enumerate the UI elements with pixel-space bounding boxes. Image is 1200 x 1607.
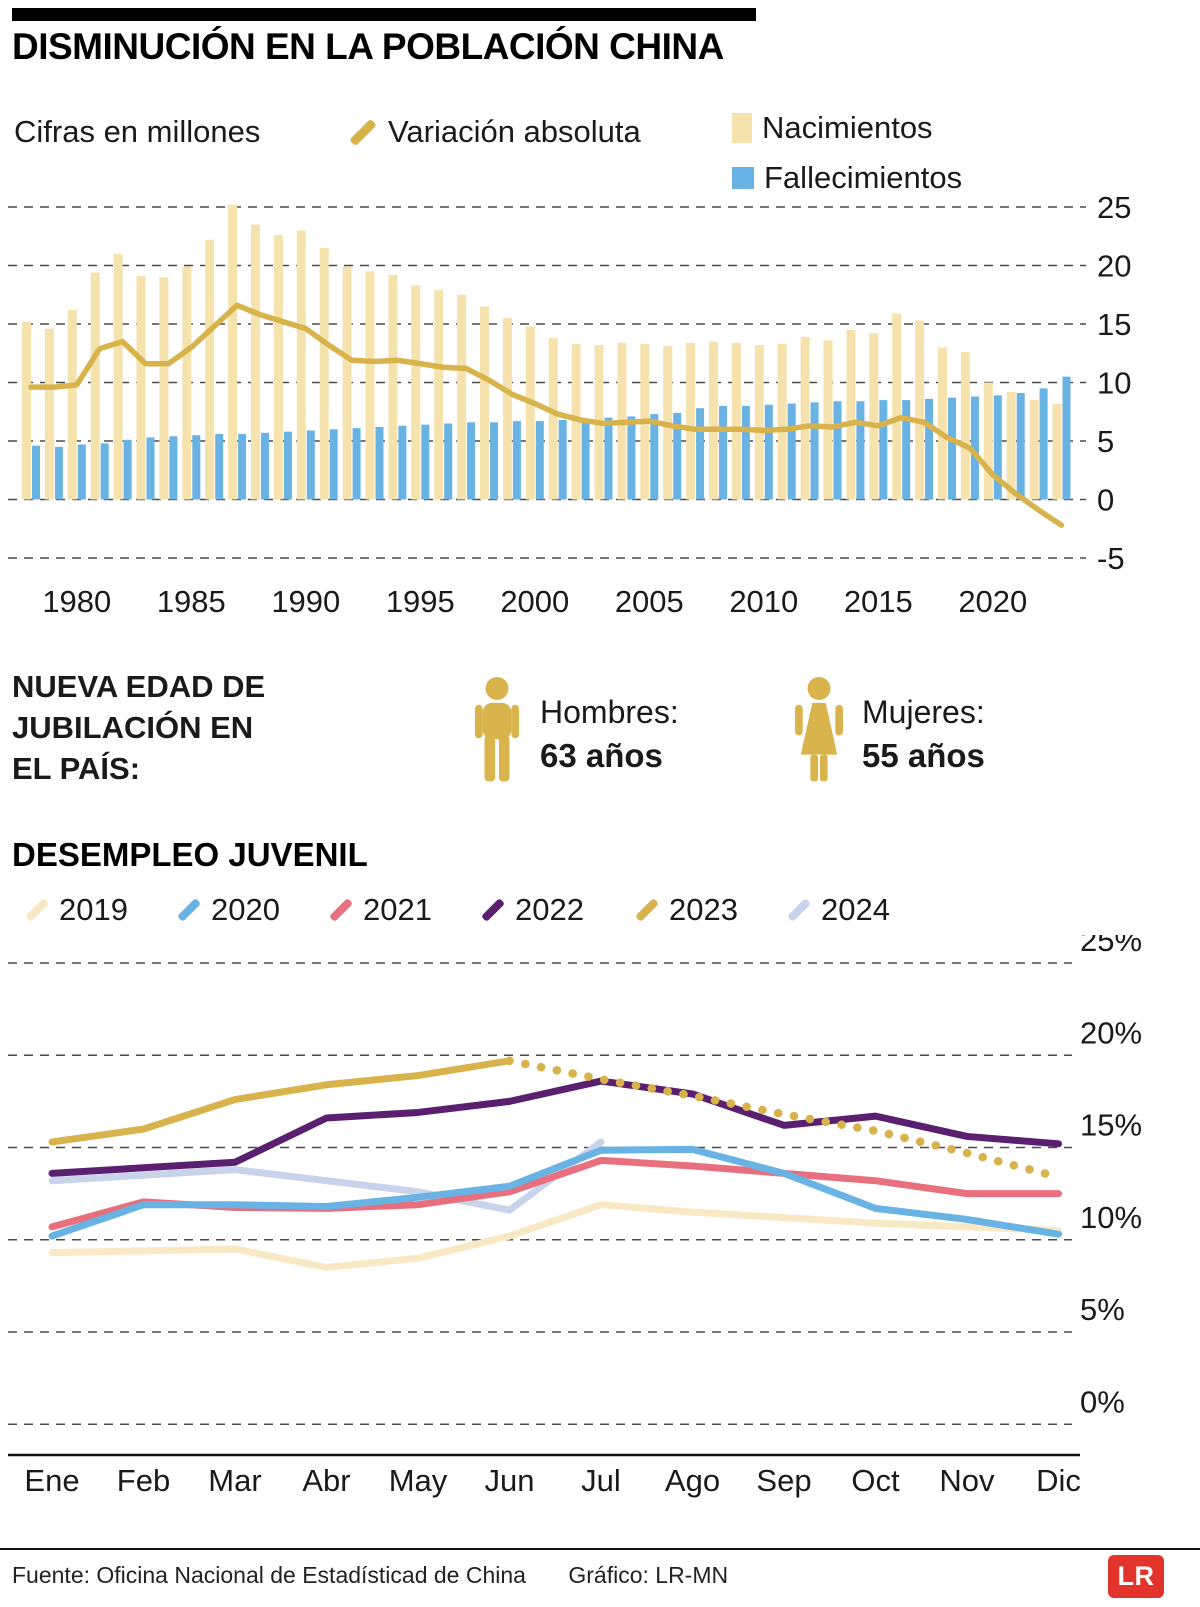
svg-text:Dic: Dic xyxy=(1036,1463,1081,1498)
svg-text:15: 15 xyxy=(1097,307,1131,342)
women-label: Mujeres: xyxy=(862,693,985,730)
svg-text:2000: 2000 xyxy=(500,584,569,619)
deaths-bar-swatch-icon xyxy=(732,167,754,189)
lr-logo: LR xyxy=(1108,1555,1164,1598)
svg-text:1980: 1980 xyxy=(42,584,111,619)
youth-unemployment-line-chart: 25% 20% 15% 10% 5% 0% Ene Feb Mar Abr May Jun Jul Ago… xyxy=(8,935,1142,1498)
footer: Fuente: Oficina Nacional de Estadísticad… xyxy=(12,1562,728,1589)
retirement-section: NUEVA EDAD DE JUBILACIÓN EN EL PAÍS: Hom… xyxy=(0,652,1200,822)
line-swatch-2022-icon xyxy=(480,897,506,923)
line-swatch-2019-icon xyxy=(24,897,50,923)
legend-item-2024: 2024 xyxy=(786,892,890,928)
retirement-title: NUEVA EDAD DE JUBILACIÓN EN EL PAÍS: xyxy=(12,669,266,786)
svg-text:Abr: Abr xyxy=(302,1463,350,1498)
svg-text:25: 25 xyxy=(1097,192,1131,225)
main-title: DISMINUCIÓN EN LA POBLACIÓN CHINA xyxy=(12,26,724,67)
legend-item-fallecimientos: Fallecimientos xyxy=(732,160,962,196)
line-swatch-2020-icon xyxy=(176,897,202,923)
svg-text:Mar: Mar xyxy=(208,1463,261,1498)
svg-text:10%: 10% xyxy=(1080,1200,1142,1235)
legend-item-2023: 2023 xyxy=(634,892,738,928)
svg-text:25%: 25% xyxy=(1080,935,1142,958)
retirement-men: Hombres: 63 años xyxy=(468,676,679,791)
men-label: Hombres: xyxy=(540,693,679,730)
svg-text:2020: 2020 xyxy=(958,584,1027,619)
svg-text:Ago: Ago xyxy=(665,1463,720,1498)
svg-text:Jul: Jul xyxy=(581,1463,621,1498)
population-chart-legend: Cifras en millones Variación absoluta Na… xyxy=(0,106,1200,201)
legend-item-2020: 2020 xyxy=(176,892,280,928)
svg-text:5: 5 xyxy=(1097,424,1114,459)
credit-text: Gráfico: LR-MN xyxy=(568,1562,729,1588)
unemployment-title: DESEMPLEO JUVENIL xyxy=(12,836,368,873)
svg-text:Jun: Jun xyxy=(485,1463,535,1498)
footer-divider xyxy=(0,1548,1200,1550)
svg-text:Nov: Nov xyxy=(939,1463,995,1498)
svg-text:1985: 1985 xyxy=(157,584,226,619)
women-age: 55 años xyxy=(862,736,985,774)
retirement-women-text: Mujeres: 55 años xyxy=(862,690,985,778)
gold-line-swatch-icon xyxy=(349,118,377,146)
svg-text:0: 0 xyxy=(1097,483,1114,518)
svg-text:15%: 15% xyxy=(1080,1108,1142,1143)
svg-text:0%: 0% xyxy=(1080,1384,1125,1419)
svg-text:5%: 5% xyxy=(1080,1292,1125,1327)
legend-item-nacimientos: Nacimientos xyxy=(732,110,933,146)
unemployment-legend: 2019 2020 2021 2022 2023 2024 xyxy=(0,888,1200,938)
legend-item-2019: 2019 xyxy=(24,892,128,928)
svg-text:1990: 1990 xyxy=(271,584,340,619)
male-person-icon xyxy=(474,676,520,782)
svg-text:2015: 2015 xyxy=(844,584,913,619)
source-text: Fuente: Oficina Nacional de Estadísticad… xyxy=(12,1562,526,1588)
legend-item-2022: 2022 xyxy=(480,892,584,928)
female-person-icon xyxy=(795,676,843,782)
units-note: Cifras en millones xyxy=(14,114,261,149)
men-age: 63 años xyxy=(540,736,663,774)
svg-text:Oct: Oct xyxy=(851,1463,900,1498)
line-swatch-2023-icon xyxy=(634,897,660,923)
svg-text:May: May xyxy=(389,1463,448,1498)
legend-item-2021: 2021 xyxy=(328,892,432,928)
retirement-women: Mujeres: 55 años xyxy=(790,676,985,791)
svg-text:Sep: Sep xyxy=(756,1463,811,1498)
svg-text:-5: -5 xyxy=(1097,541,1125,576)
svg-text:1995: 1995 xyxy=(386,584,455,619)
births-bar-swatch-icon xyxy=(732,113,752,143)
svg-text:2010: 2010 xyxy=(729,584,798,619)
retirement-men-text: Hombres: 63 años xyxy=(540,690,679,778)
svg-text:20: 20 xyxy=(1097,249,1131,284)
svg-text:2005: 2005 xyxy=(615,584,684,619)
svg-text:Ene: Ene xyxy=(24,1463,79,1498)
line-swatch-2021-icon xyxy=(328,897,354,923)
svg-text:10: 10 xyxy=(1097,366,1131,401)
svg-text:Feb: Feb xyxy=(117,1463,170,1498)
svg-text:20%: 20% xyxy=(1080,1015,1142,1050)
top-accent-bar xyxy=(12,8,756,21)
line-swatch-2024-icon xyxy=(786,897,812,923)
legend-item-variacion: Variación absoluta xyxy=(348,114,641,150)
